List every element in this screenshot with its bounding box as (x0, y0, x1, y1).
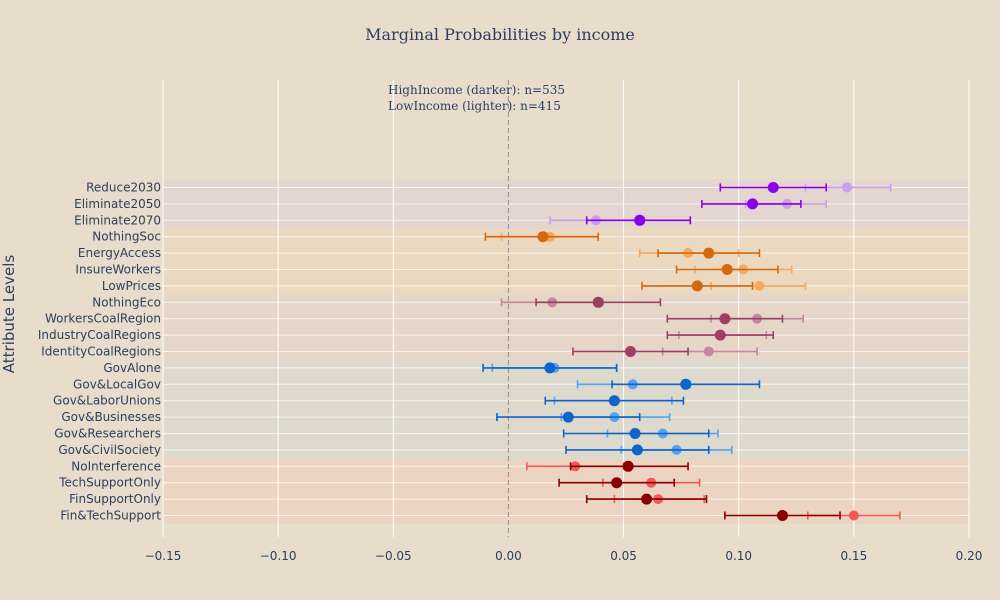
high-income-point (562, 411, 574, 423)
x-tick-label: 0.20 (956, 549, 983, 563)
x-tick-label: 0.15 (840, 549, 867, 563)
y-category-label: NothingEco (92, 295, 161, 309)
y-category-label: GovAlone (103, 361, 161, 375)
low-income-point (754, 280, 765, 291)
high-income-point (631, 444, 643, 456)
y-category-label: Gov&Researchers (54, 427, 161, 441)
high-income-point (592, 296, 604, 308)
low-income-point (841, 182, 852, 193)
annotation-low-income: LowIncome (lighter): n=415 (388, 99, 561, 113)
y-category-label: FinSupportOnly (69, 492, 161, 506)
x-tick-label: −0.10 (260, 549, 297, 563)
x-tick-label: −0.15 (145, 549, 182, 563)
x-tick-label: −0.05 (375, 549, 412, 563)
y-category-label: Reduce2030 (86, 181, 161, 195)
group-band-2 (163, 294, 969, 360)
y-category-label: Eliminate2050 (74, 197, 161, 211)
high-income-point (537, 231, 549, 243)
group-band-1 (163, 228, 969, 295)
x-tick-label: 0.05 (610, 549, 637, 563)
group-band-4 (163, 458, 969, 524)
y-category-label: Gov&CivilSociety (58, 443, 161, 457)
y-axis-title: Attribute Levels (0, 255, 18, 374)
high-income-point (544, 362, 556, 374)
x-axis-ticks: −0.15 −0.10 −0.05 0.00 0.05 0.10 0.15 0.20 (145, 549, 983, 563)
high-income-point (634, 214, 646, 226)
high-income-point (624, 346, 636, 357)
high-income-point (719, 313, 731, 325)
y-category-label: NothingSoc (92, 230, 161, 244)
high-income-point (641, 493, 653, 505)
y-category-label: IdentityCoalRegions (41, 345, 161, 359)
high-income-point (611, 477, 623, 489)
y-category-label: Gov&Businesses (61, 410, 161, 424)
group-band-3 (163, 359, 969, 459)
high-income-point (691, 280, 703, 292)
y-category-label: Gov&LaborUnions (53, 394, 161, 408)
y-category-label: Fin&TechSupport (60, 509, 161, 523)
group-bands (163, 179, 969, 524)
y-axis-categories: Reduce2030 Eliminate2050 Eliminate2070 Noth… (38, 181, 161, 523)
low-income-point (703, 346, 714, 357)
high-income-point (680, 378, 692, 390)
y-category-label: Gov&LocalGov (73, 377, 161, 391)
high-income-point (703, 247, 715, 259)
y-category-label: EnergyAccess (78, 246, 161, 260)
high-income-point (714, 329, 726, 341)
y-category-label: LowPrices (102, 279, 161, 293)
high-income-point (747, 198, 759, 210)
data-marks (482, 182, 901, 521)
y-category-label: Eliminate2070 (74, 213, 161, 227)
x-tick-label: 0.10 (725, 549, 752, 563)
chart-title: Marginal Probabilities by income (365, 25, 635, 44)
high-income-point (767, 182, 779, 193)
high-income-point (622, 460, 634, 472)
y-category-label: InsureWorkers (75, 263, 161, 277)
y-category-label: WorkersCoalRegion (45, 312, 161, 326)
y-category-label: IndustryCoalRegions (38, 328, 161, 342)
high-income-point (721, 264, 733, 275)
x-tick-label: 0.00 (495, 549, 522, 563)
high-income-point (776, 510, 788, 521)
high-income-point (608, 395, 620, 407)
low-income-point (848, 510, 859, 521)
annotation-high-income: HighIncome (darker): n=535 (388, 83, 565, 97)
y-category-label: TechSupportOnly (58, 476, 161, 490)
high-income-point (629, 428, 641, 439)
y-category-label: NoInterference (71, 459, 161, 473)
